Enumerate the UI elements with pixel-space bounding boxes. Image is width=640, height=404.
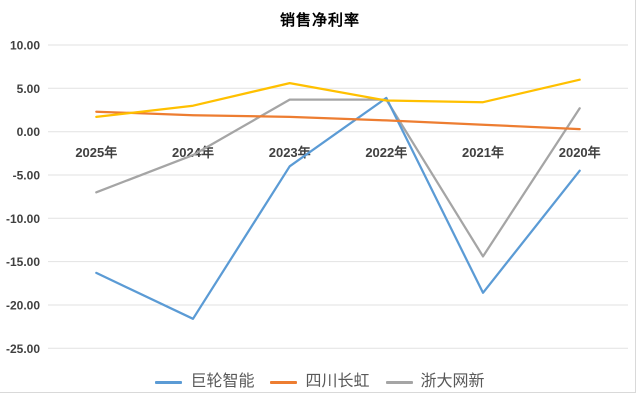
legend-item-julun-zhineng: 巨轮智能: [155, 374, 254, 390]
y-axis-tick-label: -15.00: [6, 255, 40, 269]
x-axis-tick-label: 2025年: [75, 145, 117, 160]
legend-item-zheda-wangxin: 浙大网新: [385, 373, 485, 390]
y-axis-tick-label: -20.00: [6, 299, 40, 313]
x-axis-tick-label: 2020年: [559, 145, 601, 160]
legend-label-sichuan-changhong: 四川长虹: [305, 373, 370, 390]
legend-line-swatch-sichuan-changhong: [270, 380, 298, 384]
legend-line-swatch-julun-zhineng: [155, 380, 183, 384]
legend-item-sichuan-changhong: 四川长虹: [270, 373, 370, 390]
series-line-julun-zhineng: [95, 96, 581, 320]
legend-line-swatch-zheda-wangxin: [385, 380, 413, 384]
series-line-unlabeled-yellow: [95, 78, 581, 119]
x-axis-tick-label: 2023年: [269, 145, 311, 160]
chart-legend: 巨轮智能 四川长虹 浙大网新: [0, 374, 640, 390]
x-axis-tick-label: 2021年: [462, 145, 504, 160]
y-axis-tick-label: -25.00: [6, 342, 40, 356]
x-axis-tick-label: 2022年: [365, 145, 407, 160]
y-axis-tick-label: 5.00: [17, 82, 41, 96]
series-line-sichuan-changhong: [95, 110, 581, 131]
y-axis-tick-label: 0.00: [17, 125, 41, 139]
y-axis-tick-label: -5.00: [13, 169, 41, 183]
legend-label-zheda-wangxin: 浙大网新: [420, 373, 485, 390]
legend-label-julun-zhineng: 巨轮智能: [190, 373, 255, 390]
series-line-zheda-wangxin: [95, 98, 581, 258]
chart-title: 销售净利率: [279, 12, 360, 29]
y-axis-tick-label: 10.00: [10, 39, 40, 53]
y-axis-tick-label: -10.00: [6, 212, 40, 226]
